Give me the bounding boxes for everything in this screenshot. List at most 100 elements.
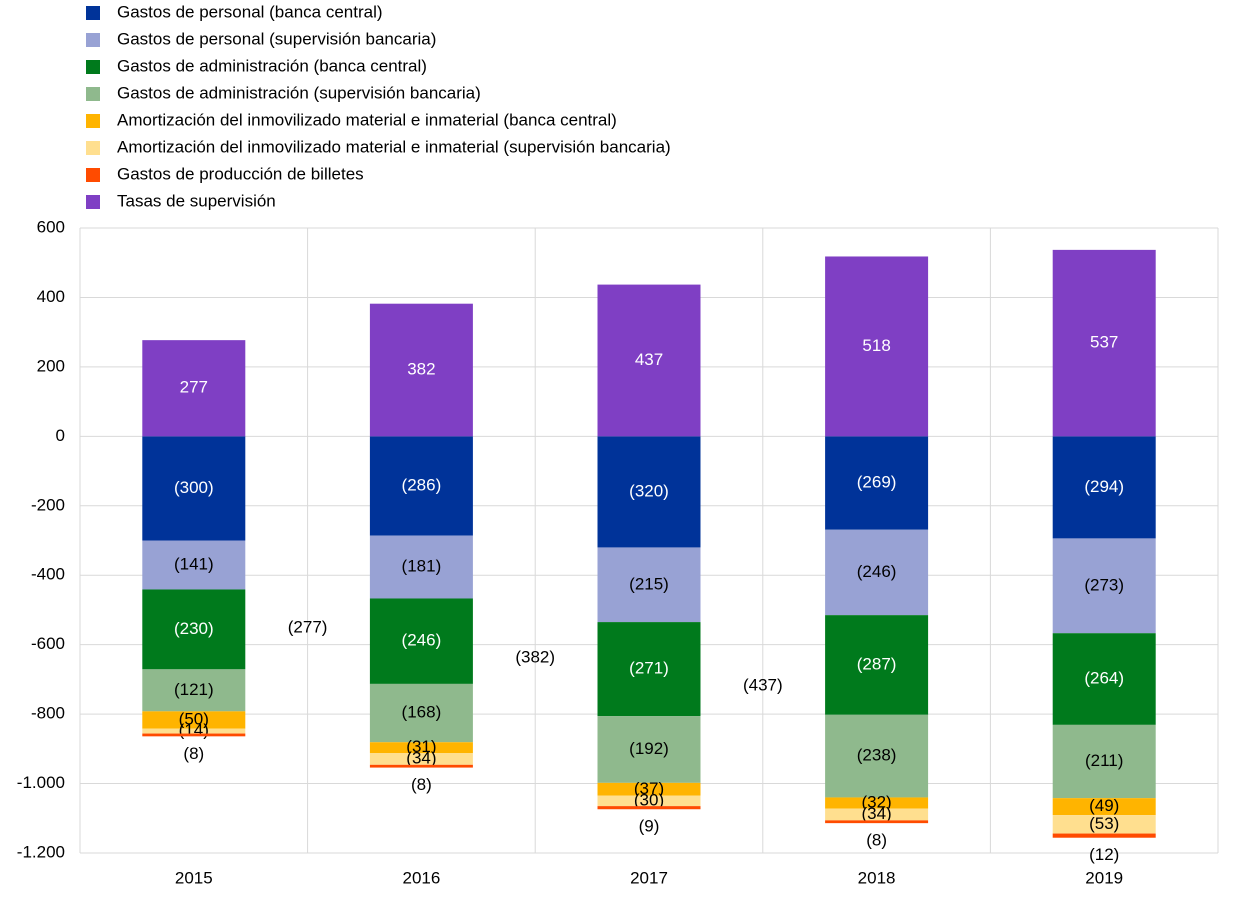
- data-label: 537: [1090, 333, 1118, 352]
- data-label: (50): [179, 709, 209, 728]
- data-label: (31): [406, 737, 436, 756]
- data-label: (211): [1085, 751, 1123, 770]
- data-label: (181): [402, 557, 442, 576]
- bar-segment: [825, 615, 929, 715]
- data-label: (269): [857, 473, 897, 492]
- data-label: (246): [857, 562, 897, 581]
- bar-segment: [369, 436, 473, 536]
- x-tick-label: 2017: [630, 868, 668, 887]
- data-label: (271): [629, 659, 669, 678]
- data-label: (34): [861, 804, 891, 823]
- x-tick-label: 2019: [1085, 868, 1123, 887]
- data-label: (264): [1084, 669, 1124, 688]
- bar-segment: [825, 797, 929, 809]
- data-label: (14): [179, 721, 209, 740]
- legend-label: Amortización del inmovilizado material e…: [117, 137, 671, 156]
- data-label: (273): [1084, 575, 1124, 594]
- bar-segment: [142, 711, 246, 729]
- bar-segment: [142, 733, 246, 737]
- data-label: 437: [635, 350, 663, 369]
- annotation: (277): [288, 617, 328, 636]
- bar-segment: [1052, 538, 1156, 634]
- bar-segment: [1052, 633, 1156, 725]
- data-label: (30): [634, 790, 664, 809]
- annotation: (382): [515, 647, 555, 666]
- x-tick-label: 2016: [402, 868, 440, 887]
- bar-segment: [369, 753, 473, 765]
- legend-label: Gastos de administración (supervisión ba…: [117, 83, 481, 102]
- bar-segment: [142, 540, 246, 590]
- bar-segment: [825, 256, 929, 437]
- y-tick-label: -400: [31, 565, 65, 584]
- bar-segment: [597, 716, 701, 783]
- bar-segment: [597, 795, 701, 807]
- legend-swatch: [86, 60, 100, 74]
- annotation: (437): [743, 675, 783, 694]
- bar-segment: [142, 669, 246, 712]
- legend-label: Gastos de producción de billetes: [117, 164, 364, 183]
- bar-segment: [597, 547, 701, 623]
- bar-segment: [825, 436, 929, 530]
- legend-swatch: [86, 87, 100, 101]
- x-tick-label: 2018: [858, 868, 896, 887]
- bar-segment: [369, 764, 473, 768]
- legend-label: Amortización del inmovilizado material e…: [117, 110, 617, 129]
- bar-segment: [825, 714, 929, 798]
- data-label: (215): [629, 574, 669, 593]
- bar-segment: [597, 436, 701, 548]
- data-label: (12): [1089, 845, 1119, 864]
- bar-segment: [1052, 436, 1156, 539]
- bar-segment: [1052, 249, 1156, 437]
- legend-label: Gastos de administración (banca central): [117, 56, 427, 75]
- data-label: (230): [174, 619, 214, 638]
- data-label: (294): [1084, 477, 1124, 496]
- bar-segment: [369, 742, 473, 753]
- bar-segment: [597, 622, 701, 717]
- bar-segment: [369, 303, 473, 437]
- bar-segment: [369, 683, 473, 743]
- data-label: (34): [406, 748, 436, 767]
- bar-segment: [825, 808, 929, 821]
- bar-segment: [369, 598, 473, 684]
- data-label: (238): [857, 746, 897, 765]
- bar-segment: [597, 782, 701, 796]
- bar-segment: [1052, 833, 1156, 838]
- bar-segment: [1052, 798, 1156, 816]
- bar-segment: [1052, 724, 1156, 799]
- y-tick-label: 0: [56, 426, 65, 445]
- data-label: (121): [174, 680, 214, 699]
- data-label: (53): [1089, 814, 1119, 833]
- data-label: (8): [866, 831, 887, 850]
- data-label: (320): [629, 481, 669, 500]
- y-tick-label: -600: [31, 634, 65, 653]
- data-label: (192): [629, 739, 669, 758]
- y-tick-label: -800: [31, 704, 65, 723]
- legend-swatch: [86, 6, 100, 20]
- data-label: (286): [402, 475, 442, 494]
- legend-swatch: [86, 33, 100, 47]
- y-tick-label: 400: [37, 287, 65, 306]
- y-tick-label: -1.200: [17, 842, 65, 861]
- data-label: (141): [174, 554, 214, 573]
- data-label: (246): [402, 631, 442, 650]
- legend-label: Gastos de personal (supervisión bancaria…: [117, 29, 436, 48]
- y-tick-label: 200: [37, 356, 65, 375]
- data-label: (287): [857, 654, 897, 673]
- data-label: 277: [180, 378, 208, 397]
- legend-swatch: [86, 114, 100, 128]
- bar-segment: [825, 820, 929, 824]
- x-tick-label: 2015: [175, 868, 213, 887]
- data-label: 518: [862, 336, 890, 355]
- y-tick-label: 600: [37, 217, 65, 236]
- data-label: 382: [407, 359, 435, 378]
- data-label: (8): [183, 744, 204, 763]
- legend-label: Gastos de personal (banca central): [117, 2, 383, 21]
- data-label: (9): [639, 817, 660, 836]
- data-label: (8): [411, 775, 432, 794]
- bar-segment: [142, 589, 246, 670]
- data-label: (32): [861, 792, 891, 811]
- data-label: (49): [1089, 796, 1119, 815]
- data-label: (300): [174, 478, 214, 497]
- legend-swatch: [86, 195, 100, 209]
